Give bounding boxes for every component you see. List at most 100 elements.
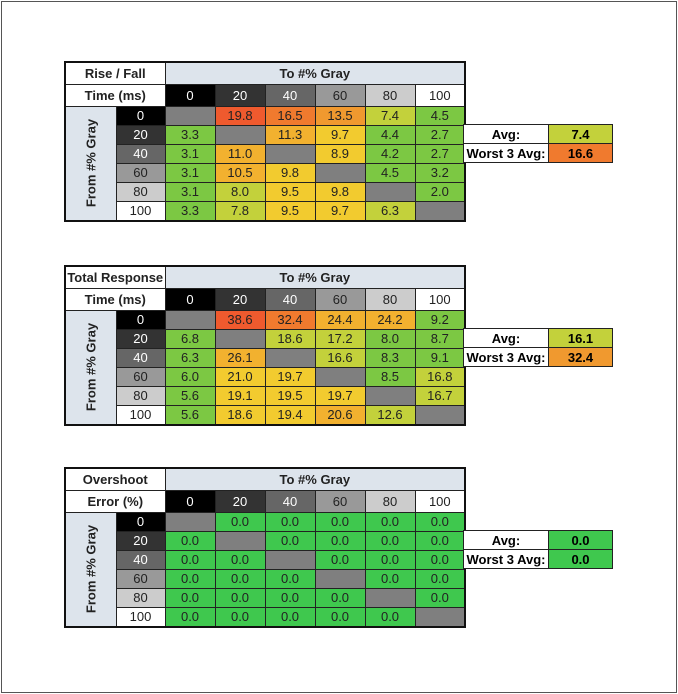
heatmap-cell: 2.7: [414, 143, 466, 164]
worst-avg-value: 0.0: [548, 549, 613, 569]
heatmap-cell: 2.7: [414, 124, 466, 145]
heatmap-cell: [164, 511, 216, 532]
heatmap-cell: [414, 200, 466, 221]
worst-avg-value: 32.4: [548, 347, 613, 367]
heatmap-cell: 0.0: [164, 568, 216, 589]
heatmap-cell: 0.0: [414, 530, 466, 551]
row-tick-label: 80: [115, 181, 166, 202]
row-axis-header: From #% Gray: [64, 511, 117, 627]
avg-label: Avg:: [463, 124, 549, 144]
heatmap-cell: 3.3: [164, 200, 216, 221]
heatmap-cell: 0.0: [314, 587, 366, 608]
avg-label: Avg:: [463, 530, 549, 550]
heatmap-cell: 3.1: [164, 143, 216, 164]
heatmap-cell: [264, 143, 316, 164]
row-tick-label: 80: [115, 587, 166, 608]
worst-avg-label: Worst 3 Avg:: [463, 143, 549, 163]
heatmap-cell: 0.0: [164, 530, 216, 551]
col-tick-label: 40: [264, 83, 316, 107]
heatmap-cell: 3.3: [164, 124, 216, 145]
heatmap-cell: 9.8: [314, 181, 366, 202]
col-tick-label: 20: [214, 83, 266, 107]
heatmap-cell: 0.0: [264, 568, 316, 589]
heatmap-cell: 38.6: [214, 309, 266, 330]
heatmap-cell: 19.4: [264, 404, 316, 425]
heatmap-cell: 16.8: [414, 366, 466, 387]
avg-label: Avg:: [463, 328, 549, 348]
heatmap-cell: [364, 587, 416, 608]
table-title-line1: Rise / Fall: [64, 61, 166, 85]
heatmap-cell: 32.4: [264, 309, 316, 330]
heatmap-cell: 9.1: [414, 347, 466, 368]
heatmap-cell: 4.5: [414, 105, 466, 126]
heatmap-cell: [214, 124, 266, 145]
heatmap-table-1: Total Response To #% Gray Time (ms) 0 20 40 60…: [64, 265, 613, 426]
heatmap-cell: 16.6: [314, 347, 366, 368]
heatmap-cell: 24.2: [364, 309, 416, 330]
row-axis-header: From #% Gray: [64, 309, 117, 425]
heatmap-cell: 10.5: [214, 162, 266, 183]
heatmap-cell: 6.8: [164, 328, 216, 349]
heatmap-cell: 13.5: [314, 105, 366, 126]
heatmap-cell: 18.6: [264, 328, 316, 349]
table-title-line2: Time (ms): [64, 83, 166, 107]
row-tick-label: 20: [115, 328, 166, 349]
heatmap-cell: 0.0: [164, 549, 216, 570]
heatmap-cell: 11.0: [214, 143, 266, 164]
row-tick-label: 40: [115, 347, 166, 368]
col-tick-label: 0: [164, 83, 216, 107]
row-tick-label: 60: [115, 366, 166, 387]
heatmap-cell: [264, 347, 316, 368]
heatmap-cell: 4.5: [364, 162, 416, 183]
col-tick-label: 0: [164, 287, 216, 311]
heatmap-cell: 21.0: [214, 366, 266, 387]
col-tick-label: 20: [214, 489, 266, 513]
col-tick-label: 80: [364, 83, 416, 107]
row-tick-label: 0: [115, 511, 166, 532]
table-title-line2: Error (%): [64, 489, 166, 513]
heatmap-table-2: Overshoot To #% Gray Error (%) 0 20 40 60 80 100…: [64, 467, 613, 628]
row-tick-label: 40: [115, 143, 166, 164]
heatmap-cell: [214, 328, 266, 349]
heatmap-cell: 8.0: [214, 181, 266, 202]
heatmap-cell: 9.5: [264, 200, 316, 221]
col-tick-label: 60: [314, 83, 366, 107]
heatmap-cell: 0.0: [364, 549, 416, 570]
heatmap-cell: 3.1: [164, 162, 216, 183]
heatmap-cell: 11.3: [264, 124, 316, 145]
heatmap-cell: 0.0: [214, 568, 266, 589]
heatmap-cell: [414, 404, 466, 425]
row-tick-label: 60: [115, 162, 166, 183]
heatmap-cell: 4.4: [364, 124, 416, 145]
heatmap-cell: [364, 385, 416, 406]
heatmap-cell: 0.0: [214, 549, 266, 570]
heatmap-cell: 0.0: [414, 549, 466, 570]
heatmap-cell: 0.0: [364, 606, 416, 627]
heatmap-cell: 0.0: [364, 530, 416, 551]
heatmap-table-0: Rise / Fall To #% Gray Time (ms) 0 20 40 60 80 1…: [64, 61, 613, 222]
heatmap-cell: 8.5: [364, 366, 416, 387]
heatmap-cell: 19.8: [214, 105, 266, 126]
avg-value: 0.0: [548, 530, 613, 550]
heatmap-cell: 0.0: [164, 606, 216, 627]
heatmap-cell: 7.8: [214, 200, 266, 221]
row-tick-label: 80: [115, 385, 166, 406]
heatmap-cell: 0.0: [414, 587, 466, 608]
heatmap-cell: 19.5: [264, 385, 316, 406]
col-axis-header: To #% Gray: [164, 467, 466, 491]
row-tick-label: 20: [115, 530, 166, 551]
col-axis-header: To #% Gray: [164, 61, 466, 85]
heatmap-cell: [164, 105, 216, 126]
heatmap-cell: 26.1: [214, 347, 266, 368]
heatmap-cell: 18.6: [214, 404, 266, 425]
heatmap-cell: 9.7: [314, 124, 366, 145]
heatmap-cell: 0.0: [264, 530, 316, 551]
heatmap-cell: 0.0: [314, 530, 366, 551]
col-tick-label: 60: [314, 287, 366, 311]
col-tick-label: 100: [414, 83, 466, 107]
heatmap-cell: 0.0: [264, 511, 316, 532]
heatmap-cell: 0.0: [264, 587, 316, 608]
avg-value: 16.1: [548, 328, 613, 348]
col-tick-label: 0: [164, 489, 216, 513]
